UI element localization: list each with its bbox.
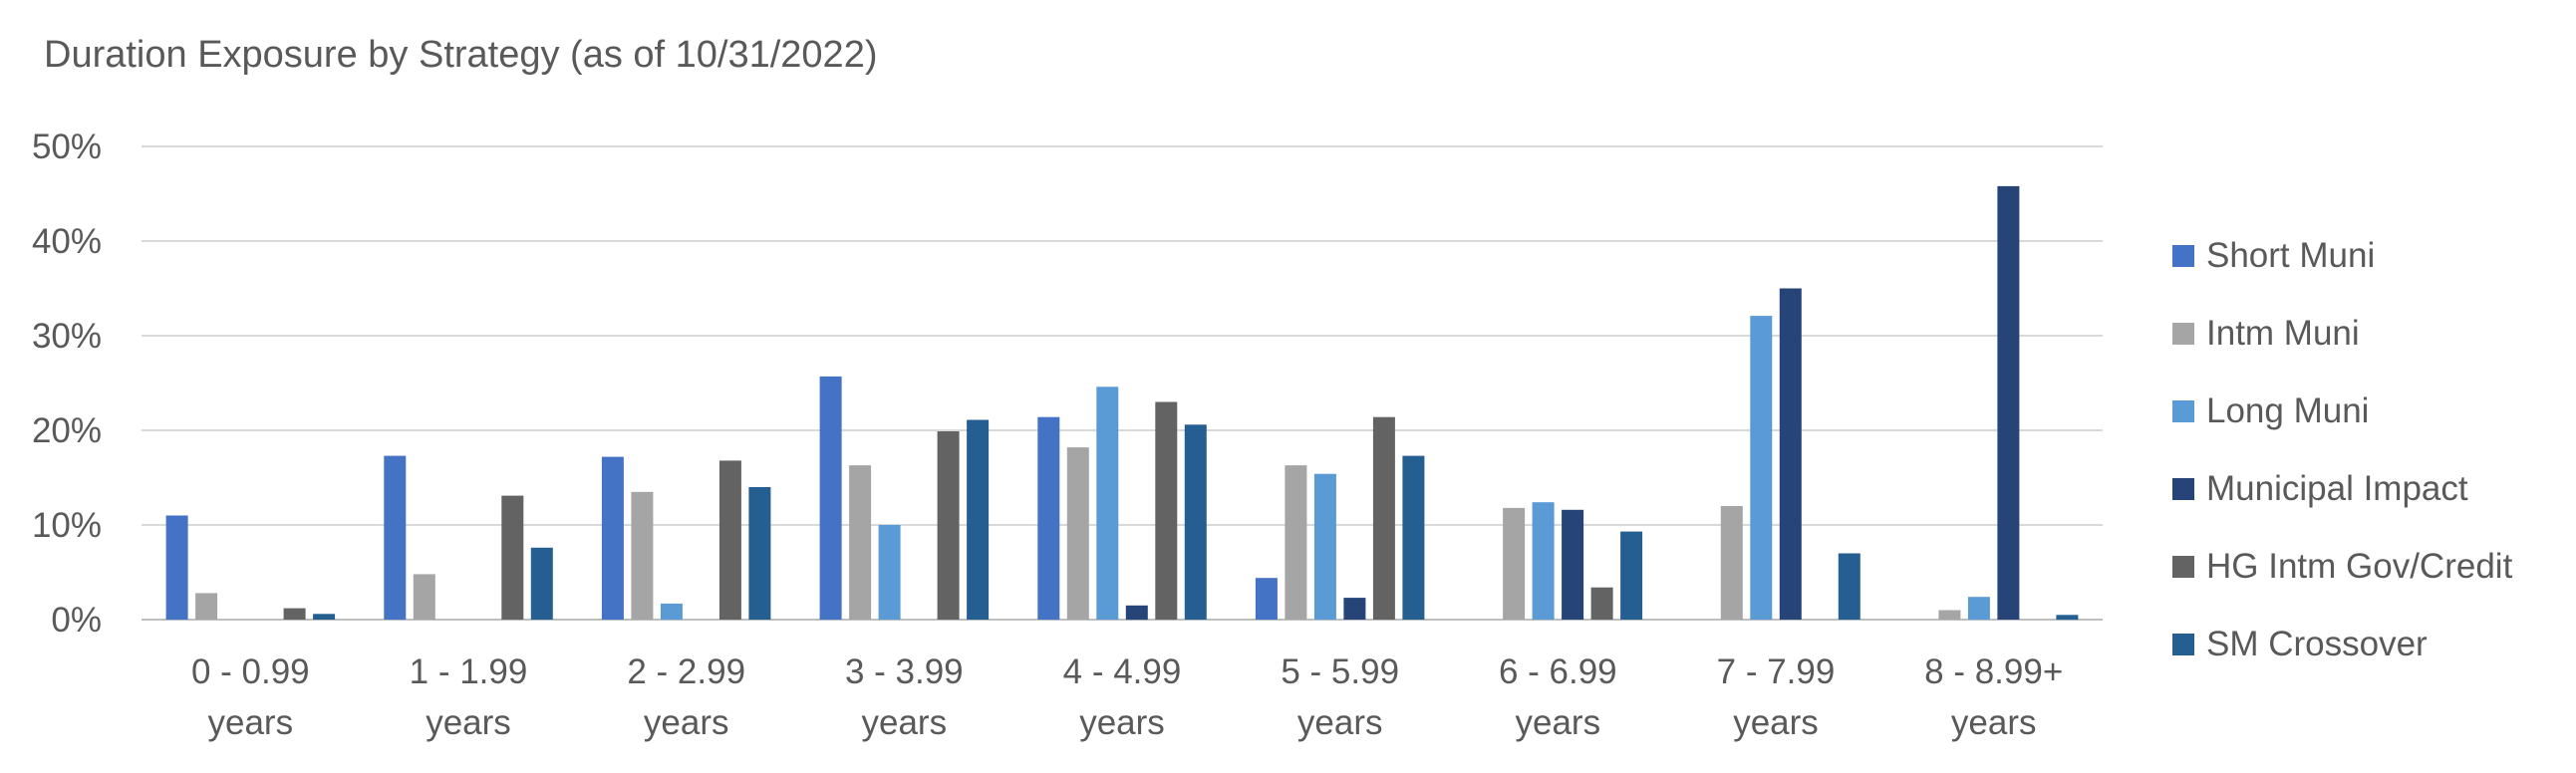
x-tick-label: years <box>1733 703 1819 742</box>
bar <box>1096 386 1119 620</box>
bar <box>1184 424 1207 620</box>
legend-swatch <box>2172 245 2194 267</box>
legend-label: SM Crossover <box>2206 625 2428 663</box>
bar <box>1750 316 1773 620</box>
legend-label: HG Intm Gov/Credit <box>2206 547 2513 586</box>
legend-item: Long Muni <box>2172 373 2512 450</box>
bar <box>849 465 872 620</box>
x-tick-label: years <box>208 703 294 742</box>
bar <box>967 419 990 620</box>
bar <box>1066 447 1089 620</box>
bar-series <box>165 185 2079 621</box>
legend-item: Municipal Impact <box>2172 450 2512 528</box>
y-tick-label: 10% <box>32 506 102 545</box>
x-tick-label: 7 - 7.99 <box>1717 652 1836 691</box>
y-tick-label: 50% <box>32 128 102 166</box>
legend: Short Muni Intm Muni Long Muni Municipal Im… <box>2172 217 2512 683</box>
bar <box>1155 401 1178 620</box>
bar <box>1838 553 1860 620</box>
bar <box>1620 531 1643 620</box>
bar <box>1037 416 1060 620</box>
x-tick-label: years <box>1516 703 1601 742</box>
y-tick-label: 0% <box>51 601 102 640</box>
bar <box>1779 288 1802 620</box>
bar <box>718 460 741 620</box>
bar <box>601 456 624 620</box>
x-tick-label: years <box>644 703 729 742</box>
gridlines <box>142 145 2103 621</box>
bar <box>283 608 306 620</box>
bar <box>165 515 188 620</box>
x-tick-label: 6 - 6.99 <box>1499 652 1617 691</box>
legend-label: Municipal Impact <box>2206 469 2468 508</box>
bar <box>1532 502 1555 620</box>
x-tick-label: years <box>1079 703 1165 742</box>
bar <box>2056 615 2079 621</box>
bar <box>1720 506 1743 620</box>
chart-title: Duration Exposure by Strategy (as of 10/… <box>44 34 878 76</box>
bar <box>413 574 435 620</box>
x-tick-label: 5 - 5.99 <box>1281 652 1399 691</box>
bar <box>1997 185 2020 620</box>
legend-item: HG Intm Gov/Credit <box>2172 528 2512 606</box>
bar <box>1503 507 1526 620</box>
legend-item: SM Crossover <box>2172 606 2512 683</box>
bar <box>1125 605 1148 621</box>
bar <box>1372 416 1395 620</box>
legend-item: Short Muni <box>2172 217 2512 295</box>
bar <box>1938 610 1961 620</box>
bar <box>530 547 553 620</box>
legend-swatch <box>2172 556 2194 578</box>
x-tick-label: 4 - 4.99 <box>1063 652 1182 691</box>
legend-label: Long Muni <box>2206 391 2370 430</box>
bar <box>313 614 336 620</box>
y-axis-tick-labels: 0% 10% 20% 30% 40% 50% <box>32 128 102 640</box>
x-tick-label: 3 - 3.99 <box>845 652 964 691</box>
bar <box>748 487 771 620</box>
legend-swatch <box>2172 478 2194 500</box>
bar <box>195 593 218 620</box>
bar <box>1967 597 1990 620</box>
bar <box>501 495 524 620</box>
bar <box>1562 509 1584 620</box>
x-tick-label: years <box>1297 703 1383 742</box>
bar <box>631 491 654 621</box>
legend-swatch <box>2172 634 2194 655</box>
bar <box>1255 578 1278 620</box>
x-tick-label: years <box>426 703 511 742</box>
legend-swatch <box>2172 323 2194 345</box>
legend-item: Intm Muni <box>2172 295 2512 373</box>
x-tick-label: 0 - 0.99 <box>191 652 310 691</box>
bar <box>819 376 842 620</box>
legend-label: Intm Muni <box>2206 314 2360 353</box>
x-tick-label: years <box>862 703 948 742</box>
x-tick-label: 2 - 2.99 <box>627 652 745 691</box>
x-tick-label: 1 - 1.99 <box>410 652 528 691</box>
bar <box>384 455 407 620</box>
legend-swatch <box>2172 400 2194 422</box>
x-axis-tick-labels: 0 - 0.99 years 1 - 1.99 years 2 - 2.99 years 3… <box>191 652 2063 742</box>
bar <box>660 603 683 620</box>
bar <box>878 525 901 620</box>
bar <box>937 431 960 620</box>
bar <box>1313 473 1336 620</box>
bar <box>1590 587 1613 620</box>
bar <box>1343 598 1366 620</box>
y-tick-label: 30% <box>32 317 102 356</box>
legend-label: Short Muni <box>2206 236 2376 275</box>
x-tick-label: 8 - 8.99+ <box>1924 652 2063 691</box>
bar <box>1285 465 1307 620</box>
x-tick-label: years <box>1951 703 2037 742</box>
y-tick-label: 40% <box>32 222 102 261</box>
y-tick-label: 20% <box>32 411 102 450</box>
bar <box>1402 455 1425 620</box>
